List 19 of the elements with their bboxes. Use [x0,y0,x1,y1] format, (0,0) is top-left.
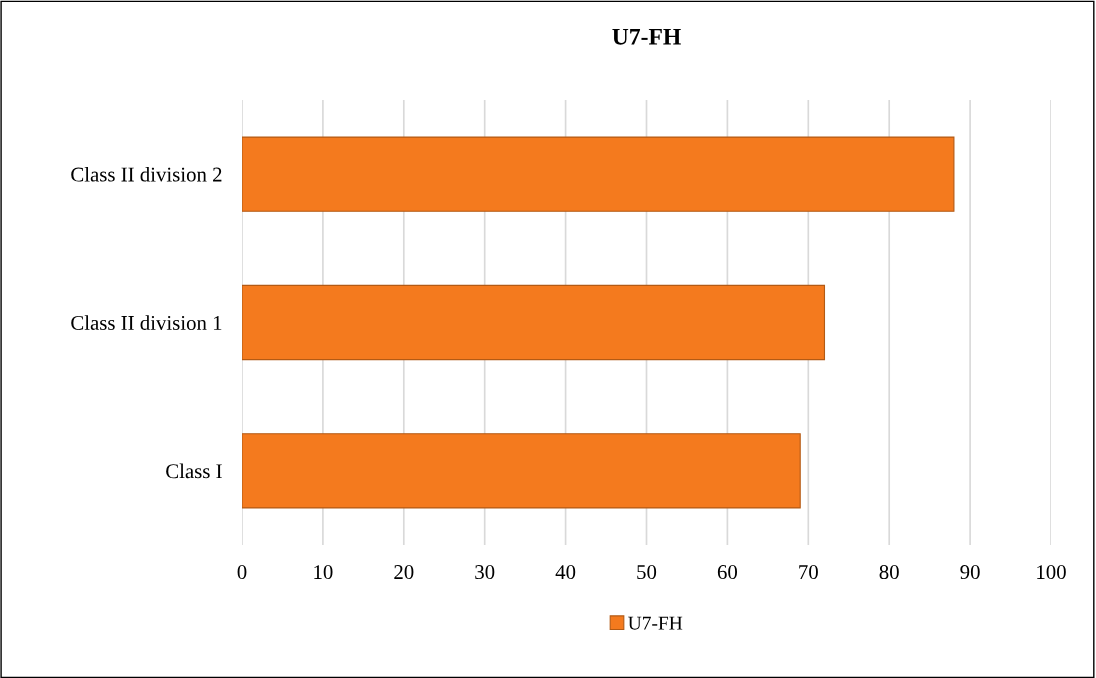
y-tick-label: Class II division 1 [71,315,222,330]
x-tick-label: 10 [314,565,333,580]
bar [242,136,955,212]
bar [242,284,826,361]
x-tick-label: 50 [637,565,657,580]
legend-label: U7-FH [628,616,683,630]
y-tick-label: Class II division 2 [71,166,222,182]
y-tick-label: Class I [166,463,222,479]
bar [242,433,801,509]
chart-title: U7-FH [612,28,681,45]
x-tick-label: 60 [717,565,738,580]
x-tick-label: 30 [475,565,495,580]
x-tick-label: 40 [555,565,576,580]
x-tick-label: 100 [1037,565,1066,580]
x-tick-label: 90 [960,565,980,580]
x-tick-label: 20 [394,565,414,580]
x-tick-label: 80 [879,565,899,580]
x-tick-label: 70 [799,565,818,580]
x-tick-label: 0 [237,565,247,580]
